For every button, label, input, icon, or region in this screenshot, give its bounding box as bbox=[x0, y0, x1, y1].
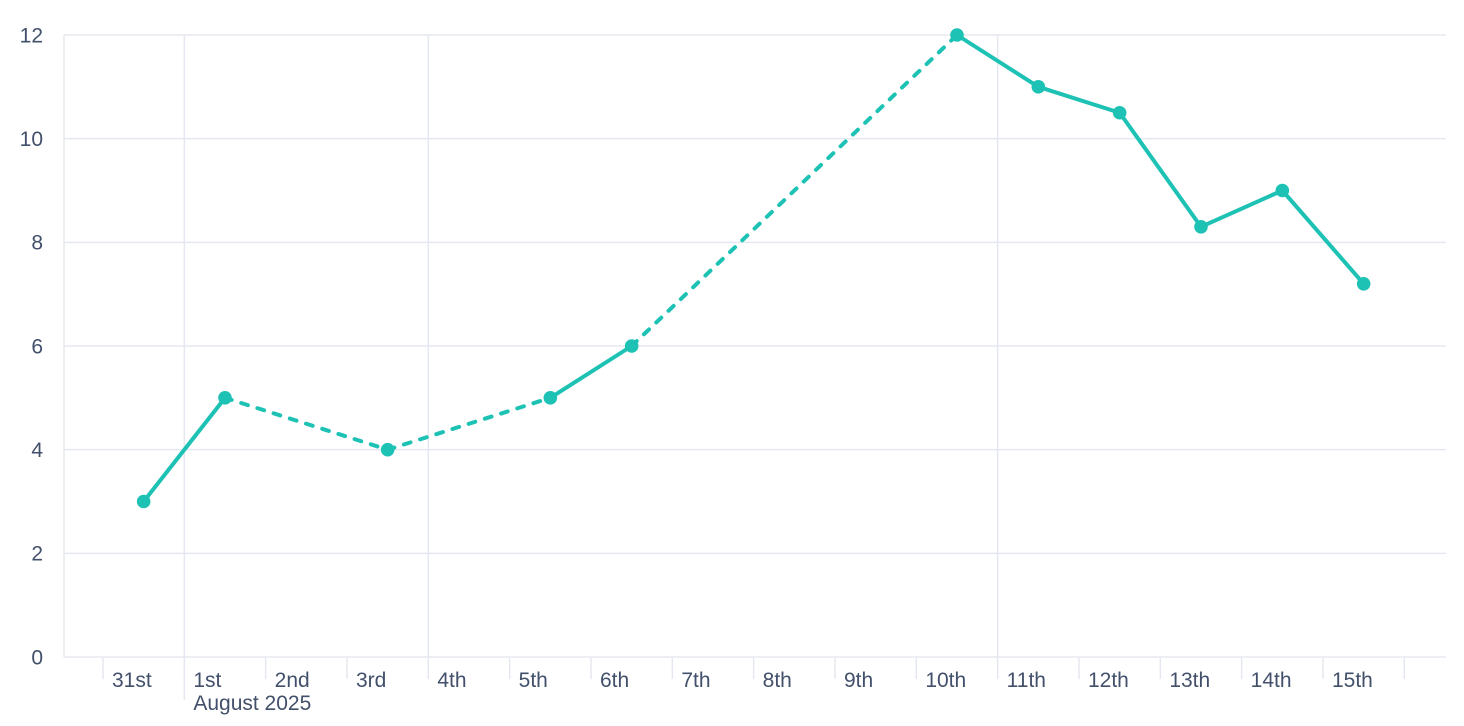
x-axis-label: 7th bbox=[681, 669, 710, 692]
x-axis-month-label: August 2025 bbox=[193, 692, 311, 715]
x-axis-label: 14th bbox=[1251, 669, 1292, 692]
data-point-marker[interactable] bbox=[1356, 277, 1371, 291]
line-segment-solid bbox=[1198, 188, 1285, 229]
line-segment-solid bbox=[548, 344, 634, 400]
line-segment-solid bbox=[141, 395, 227, 504]
x-axis-label: 2nd bbox=[275, 669, 310, 692]
line-segment-gap-dashed bbox=[629, 33, 959, 348]
data-point-marker[interactable] bbox=[1031, 80, 1046, 94]
data-point-marker[interactable] bbox=[624, 339, 639, 353]
y-axis-label: 10 bbox=[20, 128, 43, 151]
data-point-marker[interactable] bbox=[380, 442, 395, 457]
y-axis-label: 6 bbox=[31, 335, 43, 358]
x-axis-label: 6th bbox=[600, 669, 629, 692]
x-axis-label: 12th bbox=[1088, 669, 1129, 692]
x-axis-label: 15th bbox=[1332, 669, 1373, 692]
line-segment-solid bbox=[1036, 84, 1122, 115]
data-point-marker[interactable] bbox=[950, 28, 964, 42]
line-segment-gap-dashed bbox=[385, 395, 553, 452]
y-axis-label: 4 bbox=[31, 439, 43, 462]
line-segment-solid bbox=[954, 33, 1041, 89]
data-point-marker[interactable] bbox=[1112, 105, 1127, 120]
x-axis-label: 8th bbox=[763, 669, 792, 692]
line-segment-solid bbox=[1117, 110, 1203, 229]
data-point-marker[interactable] bbox=[136, 494, 151, 509]
data-point-marker[interactable] bbox=[543, 391, 558, 405]
x-axis-label: 5th bbox=[519, 669, 548, 692]
x-axis-label: 31st bbox=[112, 669, 152, 692]
x-axis-label: 13th bbox=[1169, 669, 1210, 692]
data-point-marker[interactable] bbox=[218, 391, 232, 405]
x-axis-label: 1st bbox=[193, 669, 221, 692]
x-axis-label: 3rd bbox=[356, 669, 386, 692]
data-point-marker[interactable] bbox=[1194, 219, 1208, 234]
y-axis-label: 0 bbox=[31, 646, 43, 669]
x-axis-label: 10th bbox=[925, 669, 966, 692]
line-segment-gap-dashed bbox=[222, 395, 390, 452]
x-axis-label: 11th bbox=[1007, 669, 1046, 692]
y-axis-label: 8 bbox=[31, 232, 43, 255]
line-segment-solid bbox=[1280, 188, 1366, 286]
data-point-marker[interactable] bbox=[1275, 183, 1290, 198]
y-axis-label: 12 bbox=[20, 24, 43, 47]
y-axis-label: 2 bbox=[31, 543, 43, 566]
x-axis-label: 4th bbox=[437, 669, 466, 692]
x-axis-label: 9th bbox=[844, 669, 873, 692]
